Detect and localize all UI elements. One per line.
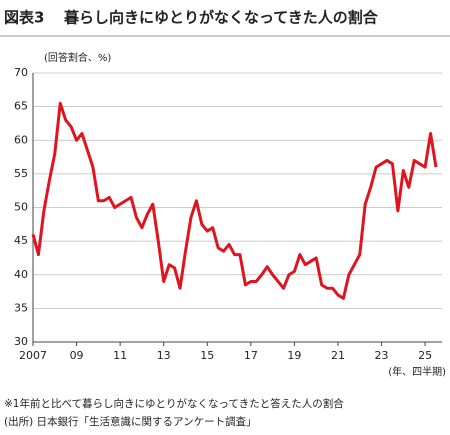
x-tick-label: 13	[157, 349, 171, 362]
x-tick-label: 15	[200, 349, 214, 362]
y-tick-label: 70	[14, 66, 28, 79]
x-tick-label: 11	[113, 349, 127, 362]
note: ※1年前と比べて暮らし向きにゆとりがなくなってきたと答えた人の割合	[4, 397, 344, 410]
x-axis-label: (年、四半期)	[388, 365, 446, 378]
y-tick-label: 30	[14, 335, 28, 348]
y-tick-label: 45	[14, 234, 28, 247]
x-tick-label: 25	[418, 349, 432, 362]
title-label: 図表3	[4, 9, 44, 27]
x-tick-label: 17	[244, 349, 258, 362]
source: (出所) 日本銀行「生活意識に関するアンケート調査」	[4, 415, 257, 428]
data-line	[31, 101, 438, 300]
x-tick-label: 23	[375, 349, 389, 362]
x-tick-label: 2007	[19, 349, 47, 362]
y-tick-label: 65	[14, 100, 28, 113]
y-tick-label: 40	[14, 268, 28, 281]
chart-title: 暮らし向きにゆとりがなくなってきた人の割合	[63, 9, 379, 27]
x-tick-label: 21	[331, 349, 345, 362]
x-tick-label: 19	[287, 349, 301, 362]
x-tick-label: 09	[70, 349, 84, 362]
y-axis-label: (回答割合、%)	[44, 51, 111, 64]
y-tick-label: 35	[14, 301, 28, 314]
y-tick-label: 50	[14, 201, 28, 214]
y-tick-label: 55	[14, 167, 28, 180]
y-tick-label: 60	[14, 133, 28, 146]
